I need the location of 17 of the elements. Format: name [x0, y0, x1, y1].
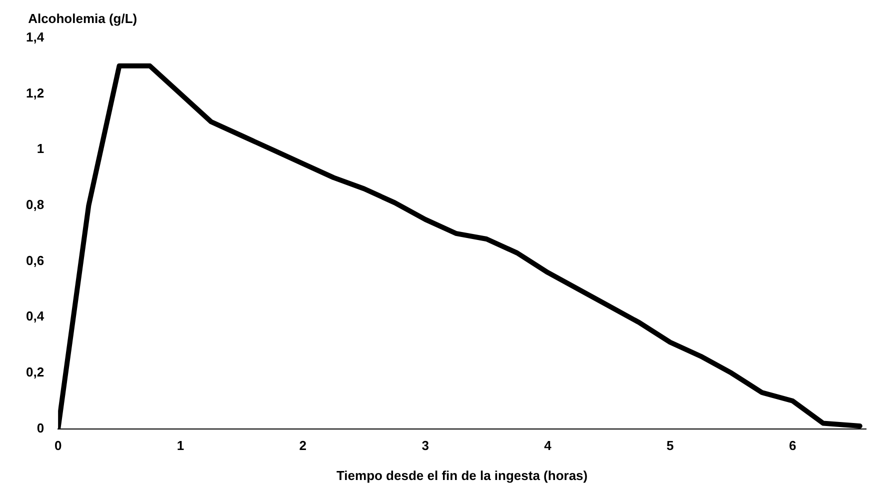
x-tick-label: 2 — [299, 438, 307, 454]
x-tick-label: 0 — [54, 438, 62, 454]
x-tick-label: 4 — [544, 438, 552, 454]
x-tick-label: 1 — [176, 438, 184, 454]
x-axis-title: Tiempo desde el fin de la ingesta (horas) — [336, 468, 588, 483]
y-tick-label: 1,2 — [26, 85, 44, 100]
y-tick-label: 1,4 — [26, 30, 45, 45]
x-tick-label: 5 — [666, 438, 674, 454]
y-axis-title: Alcoholemia (g/L) — [28, 11, 138, 26]
y-tick-label: 1 — [36, 141, 44, 156]
x-tick-label: 3 — [422, 438, 429, 454]
x-tick-label: 6 — [788, 438, 796, 454]
y-tick-label: 0,6 — [26, 252, 44, 268]
y-tick-label: 0,4 — [26, 308, 45, 324]
y-tick-label: 0,2 — [26, 364, 44, 380]
y-tick-label: 0 — [36, 420, 44, 436]
y-tick-label: 0,8 — [26, 197, 44, 212]
